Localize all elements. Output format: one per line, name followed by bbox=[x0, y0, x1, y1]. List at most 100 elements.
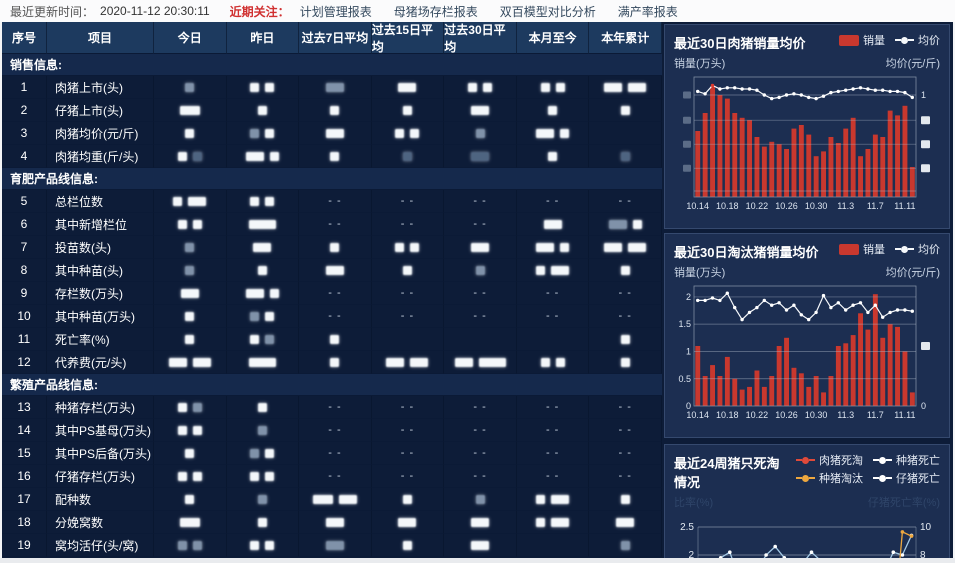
chart-title: 最近30日淘汰猪销量均价 bbox=[674, 245, 819, 260]
svg-text:10.22: 10.22 bbox=[746, 201, 769, 211]
value-cell-redacted bbox=[516, 259, 590, 282]
value-cell-redacted: - - bbox=[516, 465, 590, 488]
value-cell-redacted bbox=[589, 488, 662, 511]
value-cell-redacted bbox=[516, 328, 590, 351]
value-cell-redacted: - - bbox=[516, 282, 590, 305]
value-cell-redacted bbox=[444, 99, 517, 122]
value-cell-redacted bbox=[371, 145, 445, 168]
value-cell-redacted bbox=[226, 488, 300, 511]
value-cell-redacted bbox=[226, 236, 300, 259]
value-cell-redacted bbox=[299, 236, 372, 259]
redacted-block bbox=[560, 128, 570, 138]
value-cell-redacted: - - bbox=[444, 213, 517, 236]
legend-item[interactable]: 仔猪死亡 bbox=[873, 470, 940, 486]
svg-text:0: 0 bbox=[686, 401, 691, 411]
row-number: 3 bbox=[2, 122, 47, 145]
recent-focus-label: 近期关注： bbox=[229, 4, 290, 19]
value-cell-redacted: - - bbox=[516, 396, 590, 419]
redacted-block bbox=[177, 425, 187, 435]
value-cell-redacted bbox=[299, 259, 372, 282]
value-cell-redacted: - - bbox=[371, 190, 445, 213]
svg-text:10.14: 10.14 bbox=[686, 410, 709, 420]
value-cell-redacted bbox=[299, 328, 372, 351]
value-cell-redacted: - - bbox=[371, 419, 445, 442]
section-header: 育肥产品线信息: bbox=[2, 168, 662, 190]
value-cell-redacted bbox=[299, 145, 372, 168]
redacted-block bbox=[536, 242, 555, 252]
legend-item[interactable]: 销量 bbox=[839, 32, 885, 48]
redacted-block bbox=[177, 540, 187, 550]
link-full-capacity-report[interactable]: 满产率报表 bbox=[617, 4, 678, 19]
redacted-block bbox=[185, 334, 195, 344]
value-cell-redacted: - - bbox=[516, 442, 590, 465]
value-cell-redacted: - - bbox=[444, 465, 517, 488]
value-cell-redacted bbox=[371, 99, 445, 122]
redacted-block bbox=[269, 151, 279, 161]
redacted-block bbox=[173, 196, 183, 206]
svg-text:11.7: 11.7 bbox=[867, 410, 884, 420]
redacted-block bbox=[454, 357, 473, 367]
value-cell-redacted: - - bbox=[299, 190, 372, 213]
row-number: 4 bbox=[2, 145, 47, 168]
svg-text:11.11: 11.11 bbox=[894, 201, 915, 211]
redacted-block bbox=[471, 151, 490, 161]
row-label: 仔猪存栏(万头) bbox=[47, 465, 154, 488]
svg-text:10.14: 10.14 bbox=[686, 201, 709, 211]
section-header: 繁殖产品线信息: bbox=[2, 374, 662, 396]
link-sow-farm-inventory-report[interactable]: 母猪场存栏报表 bbox=[393, 4, 478, 19]
legend-item[interactable]: 种猪淘汰 bbox=[796, 470, 863, 486]
chart-canvas[interactable]: 10.14 10.18 10.22 10.26 10.30 11.3 11.7 11.11 1 bbox=[674, 72, 940, 212]
svg-text:10.18: 10.18 bbox=[716, 201, 739, 211]
redacted-block bbox=[185, 311, 195, 321]
svg-text:0.5: 0.5 bbox=[678, 374, 691, 384]
link-plan-report[interactable]: 计划管理报表 bbox=[299, 4, 372, 19]
value-cell-redacted: - - bbox=[299, 419, 372, 442]
report-table: 序号 项目 今日 昨日 过去7日平均 过去15日平均 过去30日平均 本月至今 本年累计 销售信息… bbox=[2, 22, 662, 557]
redacted-block bbox=[555, 357, 565, 367]
value-cell-redacted bbox=[371, 76, 445, 99]
row-number: 2 bbox=[2, 99, 47, 122]
chart-legend: 销量 均价 bbox=[839, 241, 940, 257]
legend-item[interactable]: 均价 bbox=[895, 32, 940, 48]
legend-line-swatch bbox=[895, 36, 914, 44]
value-cell-redacted bbox=[299, 76, 372, 99]
redacted-block bbox=[620, 540, 630, 550]
redacted-block bbox=[632, 219, 642, 229]
row-number: 15 bbox=[2, 442, 47, 465]
redacted-block bbox=[543, 219, 562, 229]
value-cell-redacted bbox=[516, 236, 590, 259]
redacted-block bbox=[192, 402, 202, 412]
redacted-block bbox=[551, 517, 570, 527]
legend-item[interactable]: 均价 bbox=[895, 241, 940, 257]
legend-line-swatch bbox=[796, 474, 815, 482]
value-cell-redacted bbox=[299, 534, 372, 557]
redacted-block bbox=[192, 540, 202, 550]
redacted-block bbox=[245, 288, 264, 298]
redacted-block bbox=[250, 311, 260, 321]
redacted-block bbox=[257, 105, 267, 115]
value-cell-redacted: - - bbox=[371, 213, 445, 236]
legend-item[interactable]: 销量 bbox=[839, 241, 885, 257]
row-number: 1 bbox=[2, 76, 47, 99]
chart-canvas[interactable]: 10.14 10.18 10.22 10.26 10.30 11.3 11.7 11.11 2 1… bbox=[674, 281, 940, 421]
redacted-block bbox=[185, 128, 195, 138]
redacted-block bbox=[185, 82, 195, 92]
value-cell-redacted bbox=[444, 511, 517, 534]
redacted-block bbox=[536, 128, 555, 138]
chart-legend: 销量 均价 bbox=[839, 32, 940, 48]
value-cell-redacted bbox=[589, 259, 662, 282]
legend-item[interactable]: 种猪死亡 bbox=[873, 452, 940, 468]
row-label: 其中PS后备(万头) bbox=[47, 442, 154, 465]
legend-item[interactable]: 肉猪死淘 bbox=[796, 452, 863, 468]
row-label: 其中种苗(万头) bbox=[47, 305, 154, 328]
legend-label: 销量 bbox=[863, 244, 885, 256]
value-cell-redacted: - - bbox=[299, 442, 372, 465]
row-label: 投苗数(头) bbox=[47, 236, 154, 259]
redacted-block bbox=[471, 517, 490, 527]
value-cell-redacted: - - bbox=[371, 396, 445, 419]
link-double-hundred-model-analysis[interactable]: 双百模型对比分析 bbox=[499, 4, 596, 19]
redacted-block bbox=[177, 402, 187, 412]
value-cell-redacted bbox=[226, 328, 300, 351]
chart-canvas[interactable]: 2.510281.56 bbox=[674, 511, 940, 558]
